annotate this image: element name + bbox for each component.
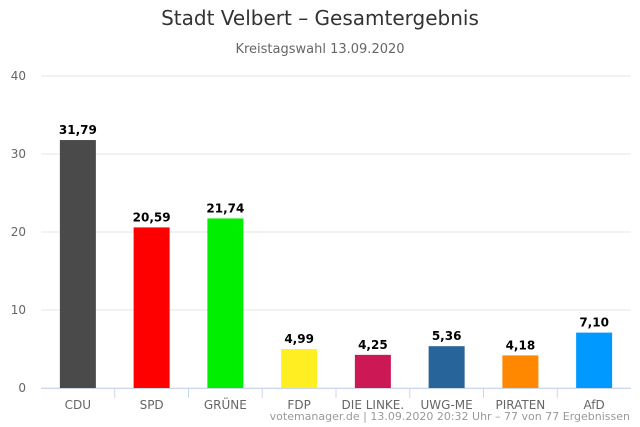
x-tick-label: UWG-ME — [421, 398, 473, 412]
x-tick-label: CDU — [65, 398, 91, 412]
data-label: 31,79 — [59, 123, 97, 137]
chart-subtitle: Kreistagswahl 13.09.2020 — [235, 42, 405, 57]
y-tick-label: 10 — [11, 303, 26, 317]
data-label: 21,74 — [206, 201, 244, 215]
bar[interactable] — [354, 354, 391, 388]
bar[interactable] — [207, 218, 244, 388]
data-label: 4,18 — [506, 338, 536, 352]
x-tick-label: SPD — [140, 398, 164, 412]
bar[interactable] — [428, 346, 465, 388]
y-tick-label: 40 — [11, 69, 26, 83]
chart-title: Stadt Velbert – Gesamtergebnis — [161, 6, 479, 30]
y-tick-label: 20 — [11, 225, 26, 239]
bar[interactable] — [281, 349, 318, 388]
x-tick-label: PIRATEN — [495, 398, 545, 412]
bar[interactable] — [502, 355, 539, 388]
bar[interactable] — [59, 140, 96, 388]
x-tick-label: GRÜNE — [204, 396, 247, 412]
data-label: 7,10 — [579, 316, 609, 330]
x-tick-label: AfD — [584, 398, 605, 412]
credits-text[interactable]: votemanager.de | 13.09.2020 20:32 Uhr – … — [269, 410, 630, 423]
bar[interactable] — [576, 332, 613, 388]
x-tick-label: FDP — [287, 398, 310, 412]
y-tick-label: 0 — [18, 381, 26, 395]
data-label: 4,99 — [284, 332, 314, 346]
x-tick-label: DIE LINKE. — [342, 398, 405, 412]
y-tick-label: 30 — [11, 147, 26, 161]
data-label: 5,36 — [432, 329, 462, 343]
data-label: 20,59 — [133, 210, 171, 224]
data-label: 4,25 — [358, 338, 388, 352]
bar[interactable] — [133, 227, 170, 388]
